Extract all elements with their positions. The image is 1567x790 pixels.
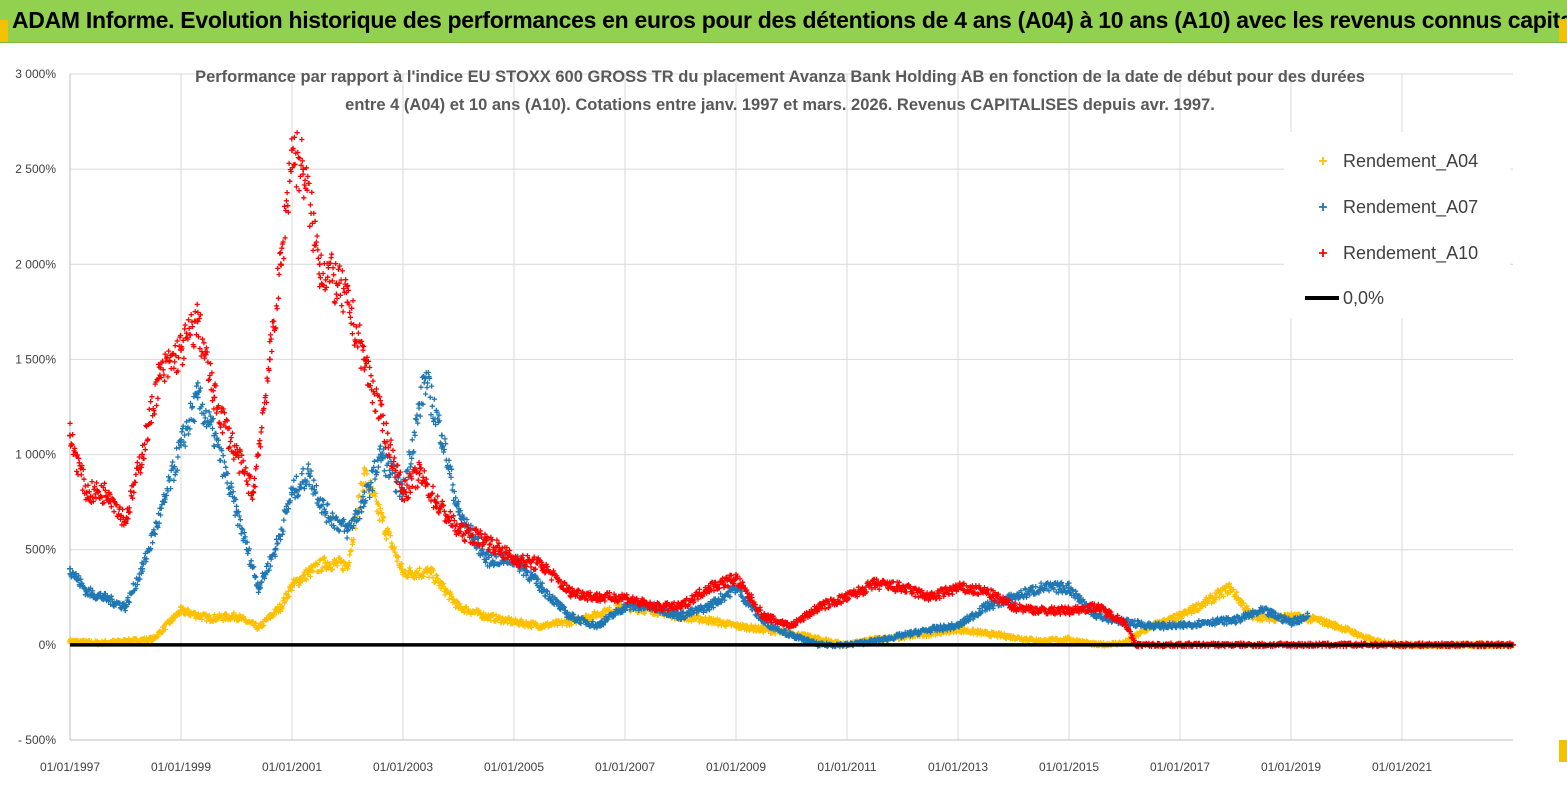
legend-label: Rendement_A07 (1343, 197, 1478, 218)
series-Rendement_A10 (67, 130, 1516, 650)
corner-marker (1559, 20, 1567, 42)
x-tick-label: 01/01/2011 (817, 760, 876, 774)
corner-marker (1559, 740, 1567, 762)
legend-box (1284, 132, 1510, 318)
report-banner: ADAM Informe. Evolution historique des p… (0, 0, 1567, 43)
y-tick-label: 3 000% (15, 67, 56, 81)
y-tick-label: - 500% (18, 733, 56, 747)
corner-marker (0, 20, 8, 42)
legend-label: Rendement_A10 (1343, 243, 1478, 264)
x-tick-label: 01/01/2019 (1261, 760, 1321, 774)
legend-label: Rendement_A04 (1343, 151, 1478, 172)
data-point (300, 166, 307, 173)
x-tick-label: 01/01/2017 (1150, 760, 1210, 774)
grid-lines (69, 73, 1513, 741)
data-point (438, 432, 445, 439)
data-point (266, 356, 273, 363)
series-cloud (67, 369, 1310, 650)
x-tick-label: 01/01/2015 (1039, 760, 1099, 774)
series-Rendement_A07 (67, 369, 1311, 650)
x-tick-label: 01/01/2001 (262, 760, 322, 774)
y-axis-tick-labels: - 500% 0% 500% 1 000% 1 500% 2 000% 2 500% 3 00… (15, 67, 56, 747)
legend-marker-swatch (1319, 203, 1327, 211)
y-tick-label: 500% (25, 543, 56, 557)
chart-title-line-2: entre 4 (A04) et 10 ans (A10). Cotations… (345, 96, 1215, 114)
x-tick-label: 01/01/1997 (40, 760, 100, 774)
y-tick-label: 2 000% (15, 257, 56, 271)
legend-label: 0,0% (1343, 288, 1384, 308)
data-point (139, 451, 146, 458)
x-axis-tick-labels: 01/01/1997 01/01/1999 01/01/2001 01/01/2003… (40, 760, 1432, 774)
chart-title-line-1: Performance par rapport à l'indice EU ST… (195, 68, 1365, 86)
x-tick-label: 01/01/2009 (706, 760, 766, 774)
x-tick-label: 01/01/2021 (1372, 760, 1432, 774)
y-tick-label: 2 500% (15, 162, 56, 176)
data-point (67, 565, 73, 572)
data-point (211, 394, 218, 401)
y-tick-label: 1 000% (15, 448, 56, 462)
data-point (67, 432, 73, 439)
y-tick-label: 0% (39, 638, 57, 652)
x-tick-label: 01/01/2005 (484, 760, 544, 774)
legend-marker-swatch (1319, 157, 1327, 165)
x-tick-label: 01/01/2013 (928, 760, 988, 774)
data-point (316, 261, 323, 268)
legend-marker-swatch (1319, 249, 1327, 257)
y-tick-label: 1 500% (15, 352, 56, 366)
report-title: ADAM Informe. Evolution historique des p… (12, 7, 1567, 33)
x-tick-label: 01/01/2003 (373, 760, 433, 774)
x-tick-label: 01/01/1999 (151, 760, 211, 774)
x-tick-label: 01/01/2007 (595, 760, 655, 774)
chart-legend: Rendement_A04 Rendement_A07 Rendement_A10 0… (1284, 132, 1510, 318)
